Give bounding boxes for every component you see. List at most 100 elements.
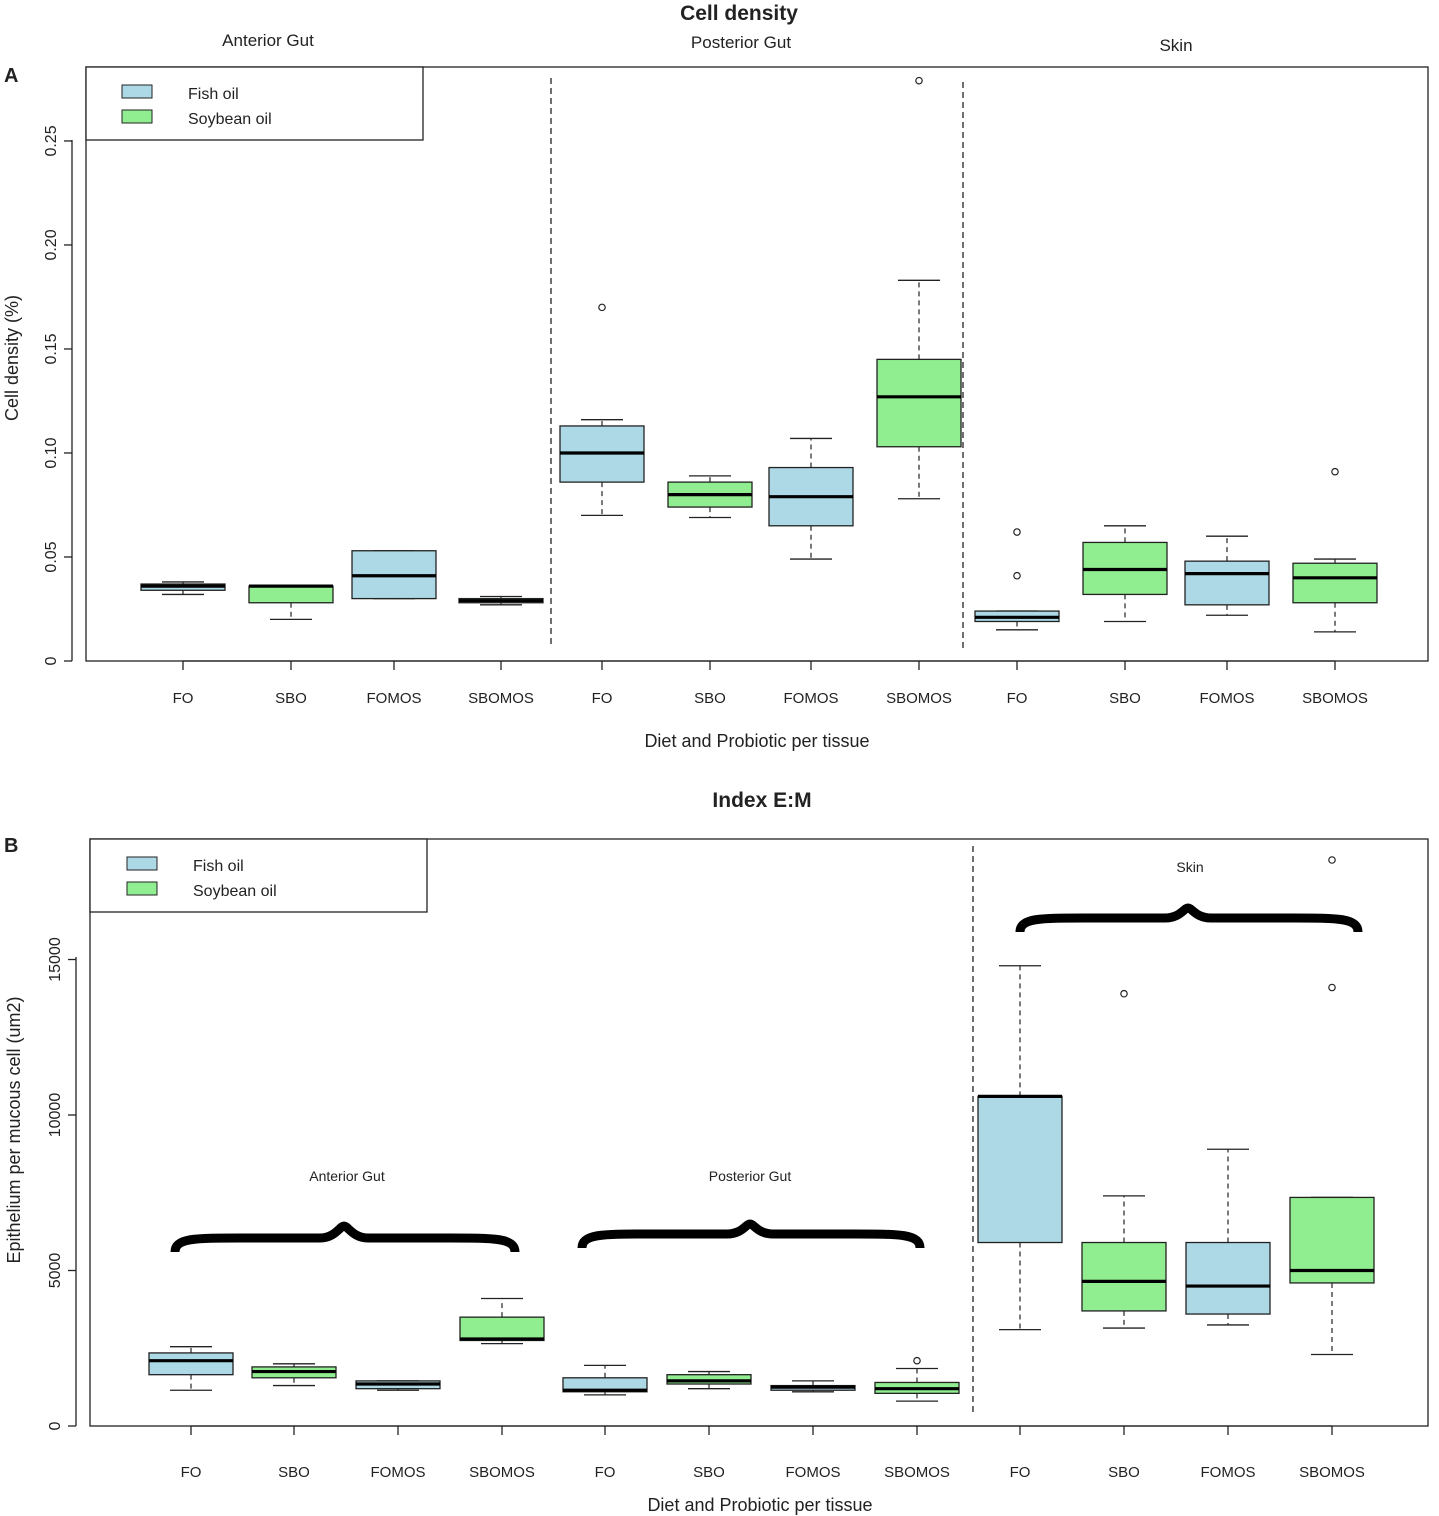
legend-label-soybean-oil: Soybean oil [188, 111, 272, 128]
x-tick-label-sbo: SBO [1108, 1464, 1140, 1481]
x-tick-label-fomos: FOMOS [786, 1464, 841, 1481]
legend-swatch-soybean-oil [126, 881, 158, 896]
brace-anterior-gut [170, 1221, 520, 1253]
chart-title: Index E:M [712, 789, 811, 812]
legend-frame [89, 838, 428, 913]
brace-posterior-gut [577, 1219, 925, 1249]
x-tick-label-fomos: FOMOS [1201, 1464, 1256, 1481]
outlier-point [1328, 983, 1336, 992]
box-posterior-gut-fo [562, 1364, 648, 1396]
outlier-point [1328, 856, 1336, 864]
x-axis: FO SBO FOMOS SBOMOS FO SBO FOMOS SBOMOS FO SBO FOM… [173, 660, 1368, 707]
x-tick-label-fomos: FOMOS [367, 690, 422, 707]
panel-a-cell-density: Cell density A Anterior Gut Posterior Gu… [2, 2, 1429, 751]
outlier-point [598, 303, 606, 312]
box-anterior-gut-fo [148, 1346, 234, 1391]
x-axis: FO SBO FOMOS SBOMOS FO SBO FOMOS SBOMOS FO SBO FOM… [181, 1425, 1365, 1481]
y-axis-label: Cell density (%) [2, 295, 22, 421]
box-body [876, 358, 962, 448]
box-body [1185, 1241, 1271, 1315]
y-tick-label: 0.05 [43, 541, 60, 572]
x-tick-label-fo: FO [1007, 690, 1028, 707]
legend-label-fish-oil: Fish oil [193, 858, 244, 875]
x-tick-label-sbomos: SBOMOS [886, 690, 952, 707]
y-tick-label: 0 [47, 1421, 64, 1430]
outlier-point [1013, 571, 1021, 580]
x-tick-label-fo: FO [173, 690, 194, 707]
x-tick-label-sbo: SBO [694, 690, 726, 707]
x-tick-label-sbomos: SBOMOS [1299, 1464, 1365, 1481]
outlier-point [1120, 989, 1128, 998]
x-tick-label-sbo: SBO [275, 690, 307, 707]
y-axis-label: Epithelium per mucous cell (um2) [4, 996, 24, 1263]
x-tick-label-sbomos: SBOMOS [469, 1464, 535, 1481]
legend: Fish oil Soybean oil [85, 66, 424, 141]
y-tick-label: 0.20 [43, 229, 60, 260]
box-anterior-gut-fo [140, 581, 226, 596]
group-label-skin: Skin [1159, 36, 1192, 55]
x-tick-label-sbomos: SBOMOS [1302, 690, 1368, 707]
y-tick-label: 0.10 [43, 437, 60, 468]
box-skin-fo [974, 528, 1060, 631]
legend-swatch-fish-oil [126, 856, 158, 871]
x-tick-label-fo: FO [595, 1464, 616, 1481]
group-label-posterior-gut: Posterior Gut [691, 33, 791, 52]
y-tick-label: 5000 [47, 1253, 64, 1289]
y-axis: 0 0.05 0.10 0.15 0.20 0.25 [43, 125, 73, 665]
box-body [977, 1095, 1063, 1244]
outlier-point [1013, 528, 1021, 536]
outlier-point [1331, 467, 1339, 476]
box-anterior-gut-sbo [248, 584, 334, 621]
x-axis-label: Diet and Probiotic per tissue [647, 1495, 872, 1515]
group-label-skin: Skin [1176, 859, 1203, 875]
box-skin-fomos [1185, 1148, 1271, 1326]
panel-letter: A [4, 65, 18, 87]
plot-frame [89, 838, 1429, 1427]
y-axis: 0 5000 10000 15000 [47, 937, 77, 1430]
box-body [1184, 560, 1270, 606]
box-anterior-gut-fomos [355, 1380, 441, 1391]
box-body [148, 1352, 234, 1376]
chart-title: Cell density [680, 2, 798, 25]
x-tick-label-fo: FO [592, 690, 613, 707]
y-tick-label: 15000 [47, 937, 64, 982]
box-posterior-gut-sbo [666, 1370, 752, 1390]
x-tick-labels: FO SBO FOMOS SBOMOS FO SBO FOMOS SBOMOS FO SBO FOM… [181, 1425, 1365, 1481]
box-body [1081, 1241, 1167, 1312]
box-posterior-gut-sbomos [876, 76, 962, 500]
box-anterior-gut-sbo [251, 1363, 337, 1387]
panel-letter: B [4, 835, 18, 857]
x-tick-label-fomos: FOMOS [371, 1464, 426, 1481]
box-body [459, 1316, 545, 1342]
y-tick-label: 10000 [47, 1093, 64, 1138]
box-posterior-gut-fomos [768, 437, 854, 560]
box-skin-fomos [1184, 535, 1270, 616]
brace-skin [1015, 903, 1363, 933]
y-tick-label: 0.25 [43, 125, 60, 156]
group-label-anterior-gut: Anterior Gut [222, 31, 314, 50]
box-body [1292, 562, 1378, 604]
x-tick-label-fomos: FOMOS [784, 690, 839, 707]
box-skin-sbomos [1289, 856, 1375, 1356]
box-posterior-gut-sbo [667, 475, 753, 519]
box-anterior-gut-fomos [351, 550, 437, 600]
box-posterior-gut-fomos [770, 1380, 856, 1393]
x-tick-label-sbomos: SBOMOS [884, 1464, 950, 1481]
x-tick-labels: FO SBO FOMOS SBOMOS FO SBO FOMOS SBOMOS FO SBO FOM… [173, 660, 1368, 707]
legend-label-fish-oil: Fish oil [188, 86, 239, 103]
x-tick-label-fo: FO [181, 1464, 202, 1481]
x-tick-label-fo: FO [1010, 1464, 1031, 1481]
y-tick-label: 0.15 [43, 333, 60, 364]
legend-swatch-soybean-oil [121, 109, 153, 124]
x-tick-label-sbomos: SBOMOS [468, 690, 534, 707]
legend: Fish oil Soybean oil [89, 838, 428, 913]
box-anterior-gut-sbomos [459, 1297, 545, 1345]
legend-label-soybean-oil: Soybean oil [193, 883, 277, 900]
x-tick-label-sbo: SBO [1109, 690, 1141, 707]
legend-frame [85, 66, 424, 141]
group-label-anterior-gut: Anterior Gut [309, 1168, 385, 1184]
box-posterior-gut-sbomos [874, 1356, 960, 1402]
box-series [148, 856, 1375, 1402]
box-body [248, 585, 334, 604]
